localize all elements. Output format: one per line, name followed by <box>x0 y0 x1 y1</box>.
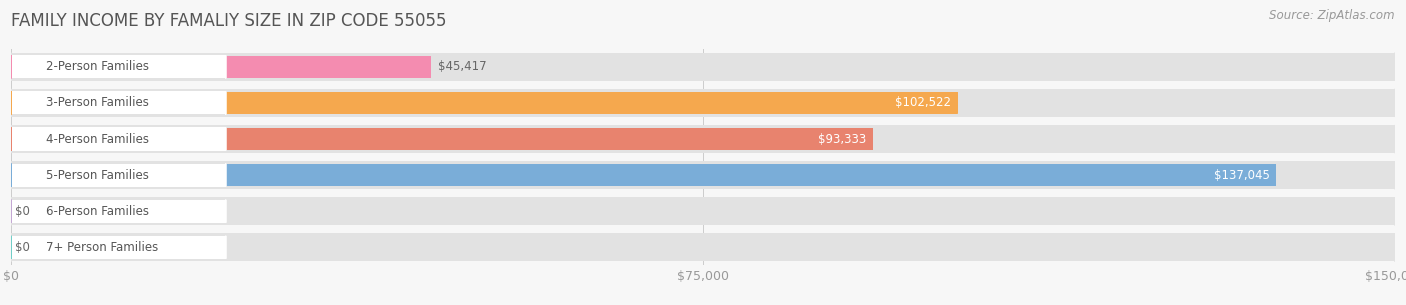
Bar <box>11 53 1395 81</box>
Text: $102,522: $102,522 <box>896 96 952 109</box>
Text: $0: $0 <box>15 205 31 218</box>
Bar <box>11 197 1395 225</box>
Bar <box>11 233 1395 261</box>
Bar <box>11 127 226 151</box>
Bar <box>11 164 1275 186</box>
Bar <box>11 236 226 259</box>
Bar <box>11 92 226 114</box>
Bar <box>11 236 226 259</box>
Bar <box>11 55 226 78</box>
Bar <box>11 89 1395 117</box>
Bar <box>11 92 226 114</box>
Text: $0: $0 <box>15 241 31 254</box>
Bar <box>11 56 430 78</box>
Bar <box>11 127 226 151</box>
Bar <box>11 163 226 187</box>
Bar <box>11 163 226 187</box>
Text: $93,333: $93,333 <box>818 133 866 145</box>
Text: 4-Person Families: 4-Person Families <box>46 133 149 145</box>
Text: $45,417: $45,417 <box>439 60 486 73</box>
Bar <box>11 92 957 114</box>
Bar <box>11 200 226 223</box>
Bar <box>11 200 226 223</box>
Bar <box>11 128 872 150</box>
Text: Source: ZipAtlas.com: Source: ZipAtlas.com <box>1270 9 1395 22</box>
Text: 7+ Person Families: 7+ Person Families <box>46 241 157 254</box>
Bar <box>11 55 226 78</box>
Text: 2-Person Families: 2-Person Families <box>46 60 149 73</box>
Text: $137,045: $137,045 <box>1213 169 1270 181</box>
Text: FAMILY INCOME BY FAMALIY SIZE IN ZIP CODE 55055: FAMILY INCOME BY FAMALIY SIZE IN ZIP COD… <box>11 12 447 30</box>
Text: 3-Person Families: 3-Person Families <box>46 96 149 109</box>
Bar <box>11 161 1395 189</box>
Text: 5-Person Families: 5-Person Families <box>46 169 149 181</box>
Bar <box>11 125 1395 153</box>
Text: 6-Person Families: 6-Person Families <box>46 205 149 218</box>
